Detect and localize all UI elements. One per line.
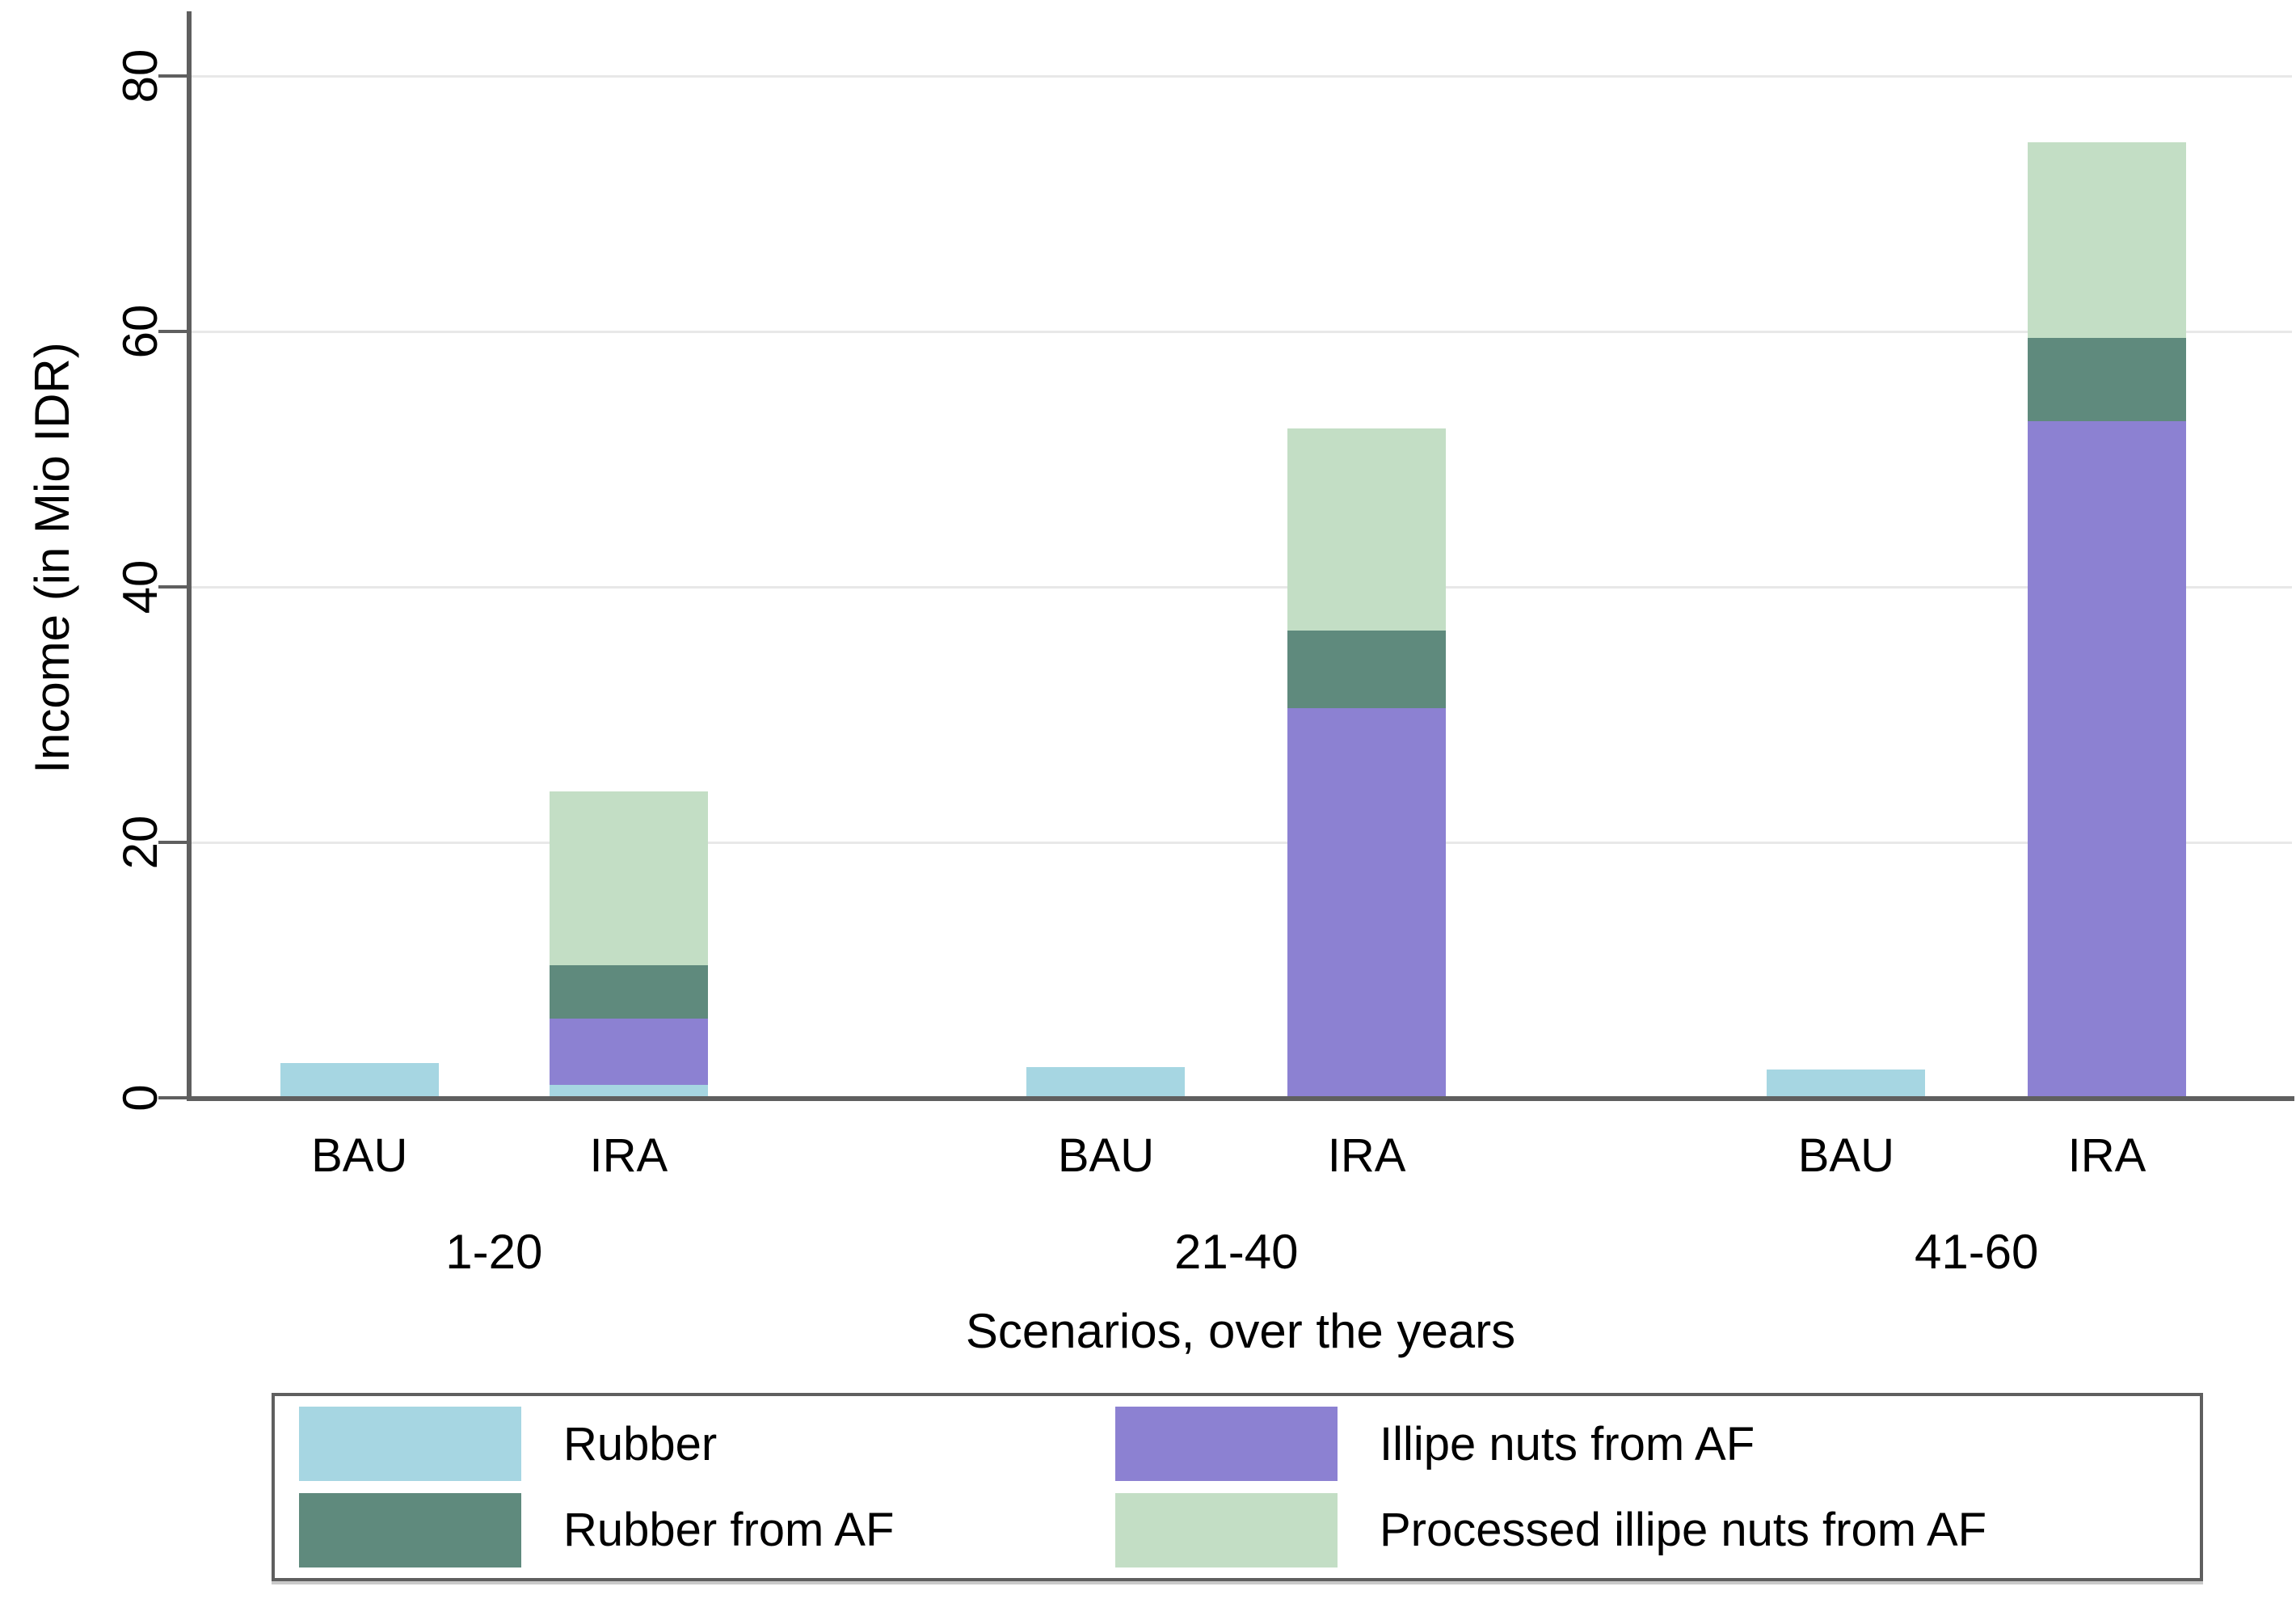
segment-rubber-from-af [1287, 630, 1447, 709]
bar-bau-21-40 [1026, 16, 1186, 1098]
segment-rubber-from-af [549, 964, 708, 1019]
segment-rubber [1767, 1070, 1926, 1098]
plot-area: 0 20 40 60 80 [113, 11, 2294, 1112]
y-tick-20 [158, 841, 189, 844]
bar-bau-1-20 [280, 16, 439, 1098]
segment-illipe-nuts-from-af [1287, 708, 1447, 1098]
x-axis-title: Scenarios, over the years [965, 1304, 1516, 1358]
x-tick-label-bau-21-40: BAU [1057, 1129, 1155, 1182]
legend-label-rubber: Rubber [563, 1417, 718, 1470]
segment-illipe-nuts-from-af [2028, 420, 2187, 1098]
group-label-21-40: 21-40 [1174, 1225, 1299, 1279]
legend-item-illipe-nuts-from-af: Illipe nuts from AF [1115, 1407, 2200, 1482]
x-axis-line [187, 1096, 2294, 1101]
y-tick-60 [158, 330, 189, 333]
segment-rubber [549, 1085, 708, 1098]
gridline-y-20 [189, 841, 2292, 844]
legend-label-processed-illipe-nuts-from-af: Processed illipe nuts from AF [1380, 1504, 1987, 1557]
y-tick-80 [158, 74, 189, 78]
bar-ira-41-60 [2028, 16, 2187, 1098]
group-label-41-60: 41-60 [1914, 1225, 2039, 1279]
segment-rubber [1026, 1067, 1186, 1098]
legend-swatch-processed-illipe-nuts-from-af [1115, 1492, 1338, 1567]
x-tick-label-bau-1-20: BAU [311, 1129, 408, 1182]
legend-label-rubber-from-af: Rubber from AF [563, 1504, 895, 1557]
y-tick-40 [158, 585, 189, 589]
gridline-y-80 [189, 74, 2292, 78]
segment-processed-illipe-nuts-from-af [1287, 428, 1447, 631]
x-tick-label-ira-21-40: IRA [1327, 1129, 1406, 1182]
group-label-1-20: 1-20 [445, 1225, 543, 1279]
legend-swatch-rubber-from-af [299, 1492, 521, 1567]
legend-label-illipe-nuts-from-af: Illipe nuts from AF [1380, 1417, 1755, 1470]
bar-bau-41-60 [1767, 16, 1926, 1098]
bar-ira-21-40 [1287, 16, 1447, 1098]
legend-item-rubber-from-af: Rubber from AF [299, 1492, 1115, 1567]
legend-swatch-rubber [299, 1407, 521, 1482]
x-tick-label-ira-41-60: IRA [2067, 1129, 2146, 1182]
legend-item-processed-illipe-nuts-from-af: Processed illipe nuts from AF [1115, 1492, 2200, 1567]
legend-item-rubber: Rubber [299, 1407, 1115, 1482]
y-tick-0 [158, 1096, 189, 1099]
gridline-y-60 [189, 330, 2292, 333]
legend-swatch-illipe-nuts-from-af [1115, 1407, 1338, 1482]
gridline-y-40 [189, 585, 2292, 589]
y-axis-title: Income (in Mio IDR) [25, 342, 79, 774]
segment-processed-illipe-nuts-from-af [2028, 142, 2187, 338]
segment-rubber [280, 1063, 439, 1098]
x-tick-label-ira-1-20: IRA [589, 1129, 668, 1182]
segment-processed-illipe-nuts-from-af [549, 791, 708, 965]
bar-ira-1-20 [549, 16, 708, 1098]
segment-rubber-from-af [2028, 337, 2187, 421]
legend-box: Rubber Rubber from AF Illipe nuts from AF P… [272, 1393, 2203, 1581]
legend-items: Rubber Rubber from AF Illipe nuts from AF P… [275, 1396, 2200, 1578]
y-axis-line [187, 11, 192, 1101]
segment-illipe-nuts-from-af [549, 1019, 708, 1086]
x-tick-label-bau-41-60: BAU [1797, 1129, 1894, 1182]
